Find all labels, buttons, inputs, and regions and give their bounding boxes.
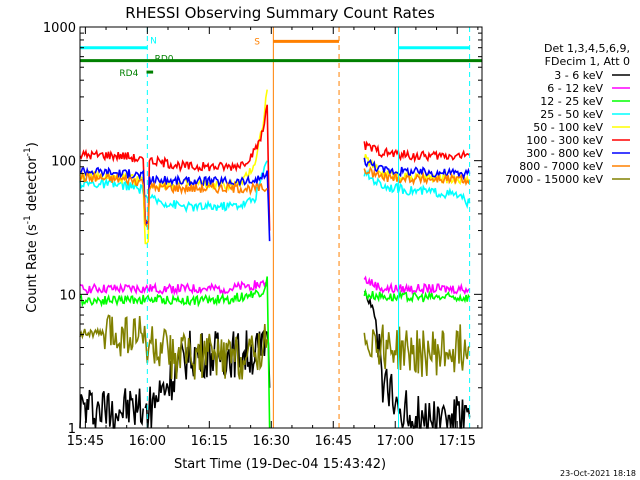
legend-header: Det 1,3,4,5,6,9,	[544, 42, 630, 55]
series-trace	[79, 314, 268, 380]
series-trace	[79, 276, 271, 429]
y-label-part: Count Rate (s	[25, 224, 40, 313]
legend-label: 300 - 800 keV	[526, 147, 603, 160]
series-trace	[363, 275, 471, 296]
y-label-part: detector	[25, 156, 40, 216]
x-tick-label: 16:00	[129, 434, 166, 449]
series-25-50-kev	[79, 160, 471, 214]
series-trace	[363, 157, 471, 181]
x-tick-label: 16:45	[315, 434, 352, 449]
series-trace	[363, 288, 471, 304]
series-trace	[79, 388, 144, 429]
series-trace	[79, 160, 268, 214]
footer-date: 23-Oct-2021 18:18	[560, 469, 636, 478]
series-trace	[80, 166, 271, 242]
legend-label: 3 - 6 keV	[554, 69, 603, 82]
x-axis-label: Start Time (19-Dec-04 15:43:42)	[174, 457, 386, 472]
y-tick-label: 100	[51, 155, 76, 170]
legend-label: 50 - 100 keV	[533, 121, 603, 134]
legend-label: 7000 - 15000 keV	[505, 173, 603, 186]
y-label-part: )	[25, 142, 40, 147]
annotation-label: S	[254, 37, 260, 47]
legend-label: 800 - 7000 keV	[519, 160, 603, 173]
axes: 15:45 16:00 16:15 16:30 16:45 17:00 17:15 1 10 10…	[43, 21, 482, 449]
x-tick-label: 17:00	[377, 434, 414, 449]
y-tick-label: 10	[59, 288, 76, 303]
series-trace	[79, 171, 268, 231]
legend-label: 100 - 300 keV	[526, 134, 603, 147]
series-12-25-kev	[79, 276, 471, 429]
legend-header: FDecim 1, Att 0	[545, 55, 630, 68]
series-trace	[363, 165, 471, 187]
plot-frame	[79, 26, 483, 429]
state-overlays: N RD0 RD4 S	[80, 27, 482, 428]
series-trace	[79, 104, 271, 231]
legend-label: 25 - 50 keV	[540, 108, 603, 121]
y-label-superscript: -1	[23, 147, 33, 156]
series-800-7000-kev	[79, 165, 471, 231]
series-trace	[363, 168, 471, 210]
x-tick-label: 16:30	[253, 434, 290, 449]
x-tick-label: 16:15	[191, 434, 228, 449]
y-tick-label: 1000	[43, 21, 76, 36]
data-traces	[79, 89, 471, 429]
legend-label: 12 - 25 keV	[540, 95, 603, 108]
series-300-800-kev	[80, 157, 471, 242]
chart-title: RHESSI Observing Summary Count Rates	[125, 4, 435, 22]
annotation-label: N	[150, 37, 157, 47]
series-trace	[363, 140, 471, 164]
series-trace	[363, 324, 471, 377]
legend: Det 1,3,4,5,6,9,FDecim 1, Att 03 - 6 keV…	[505, 42, 630, 186]
annotation-label: RD0	[155, 55, 174, 65]
series-100-300-kev	[79, 104, 471, 231]
series-trace	[144, 329, 271, 429]
series-trace	[79, 279, 268, 296]
x-tick-label: 15:45	[67, 434, 104, 449]
series-7000-15000-kev	[79, 314, 471, 380]
series-6-12-kev	[79, 275, 471, 296]
y-tick-label: 1	[68, 422, 76, 437]
annotation-label: RD4	[119, 69, 138, 79]
y-axis-label-text: Count Rate (s-1 detector-1)	[23, 142, 40, 313]
y-label-superscript: -1	[23, 215, 33, 224]
legend-label: 6 - 12 keV	[547, 82, 603, 95]
y-axis-label: Count Rate (s-1 detector-1)	[23, 142, 40, 313]
x-tick-label: 17:15	[438, 434, 475, 449]
